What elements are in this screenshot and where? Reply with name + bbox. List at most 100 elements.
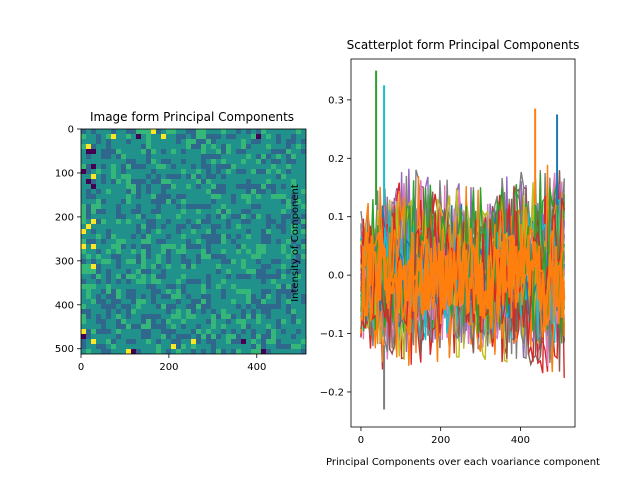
heatmap-cell xyxy=(256,129,261,134)
heatmap-cell xyxy=(191,349,196,354)
heatmap-cell xyxy=(271,194,276,199)
heatmap-cell xyxy=(276,344,281,349)
heatmap-cell xyxy=(251,294,256,299)
heatmap-cell xyxy=(181,324,186,329)
heatmap-cell xyxy=(111,234,116,239)
heatmap-cell xyxy=(191,304,196,309)
heatmap-cell xyxy=(161,319,166,324)
heatmap-cell xyxy=(246,189,251,194)
heatmap-cell xyxy=(291,249,296,254)
heatmap-cell xyxy=(256,169,261,174)
heatmap-cell xyxy=(276,169,281,174)
heatmap-cell xyxy=(136,189,141,194)
heatmap-cell xyxy=(151,294,156,299)
heatmap-cell xyxy=(266,234,271,239)
heatmap-cell xyxy=(176,139,181,144)
heatmap-cell xyxy=(141,254,146,259)
heatmap-cell xyxy=(236,339,241,344)
heatmap-cell xyxy=(236,349,241,354)
heatmap-cell xyxy=(116,274,121,279)
heatmap-cell xyxy=(131,349,136,354)
heatmap-cell xyxy=(206,234,211,239)
heatmap-cell xyxy=(131,184,136,189)
heatmap-cell xyxy=(161,239,166,244)
heatmap-cell xyxy=(206,329,211,334)
heatmap-cell xyxy=(226,234,231,239)
heatmap-cell xyxy=(116,324,121,329)
heatmap-cell xyxy=(106,329,111,334)
heatmap-cell xyxy=(141,329,146,334)
heatmap-cell xyxy=(261,309,266,314)
heatmap-cell xyxy=(121,154,126,159)
heatmap-cell xyxy=(206,299,211,304)
heatmap-cell xyxy=(166,234,171,239)
heatmap-cell xyxy=(181,234,186,239)
heatmap-cell xyxy=(301,239,306,244)
heatmap-cell xyxy=(246,144,251,149)
heatmap-y-axis: 0 100 200 300 400 500 xyxy=(55,125,81,355)
heatmap-cell xyxy=(181,254,186,259)
heatmap-cell xyxy=(301,229,306,234)
heatmap-cell xyxy=(106,314,111,319)
heatmap-cell xyxy=(201,159,206,164)
heatmap-cell xyxy=(216,134,221,139)
heatmap-cell xyxy=(221,174,226,179)
heatmap-cell xyxy=(261,129,266,134)
heatmap-y-tick-label: 0 xyxy=(68,125,74,136)
heatmap-cell xyxy=(221,144,226,149)
heatmap-cell xyxy=(206,154,211,159)
heatmap-cell xyxy=(191,264,196,269)
heatmap-cell xyxy=(211,189,216,194)
heatmap-cell xyxy=(191,329,196,334)
heatmap-cell xyxy=(196,329,201,334)
heatmap-cell xyxy=(261,184,266,189)
heatmap-cell xyxy=(281,184,286,189)
heatmap-cell xyxy=(241,314,246,319)
heatmap-cell xyxy=(206,334,211,339)
heatmap-cell xyxy=(231,134,236,139)
heatmap-cell xyxy=(101,239,106,244)
heatmap-cell xyxy=(116,299,121,304)
heatmap-cell xyxy=(96,274,101,279)
heatmap-cell xyxy=(286,299,291,304)
line-x-axis: 0 200 400 xyxy=(358,427,530,446)
heatmap-cell xyxy=(281,214,286,219)
heatmap-cell xyxy=(141,239,146,244)
heatmap-cell xyxy=(206,189,211,194)
heatmap-cell xyxy=(226,259,231,264)
heatmap-cell xyxy=(181,264,186,269)
heatmap-cell xyxy=(221,164,226,169)
heatmap-cell xyxy=(196,259,201,264)
heatmap-cell xyxy=(176,229,181,234)
heatmap-cell xyxy=(96,169,101,174)
heatmap-cell xyxy=(136,204,141,209)
heatmap-cell xyxy=(126,219,131,224)
heatmap-cell xyxy=(116,239,121,244)
heatmap-cell xyxy=(106,234,111,239)
heatmap-cell xyxy=(81,314,86,319)
heatmap-cell xyxy=(256,299,261,304)
heatmap-cell xyxy=(116,219,121,224)
heatmap-cell xyxy=(256,254,261,259)
heatmap-cell xyxy=(126,184,131,189)
heatmap-cell xyxy=(91,204,96,209)
heatmap-cell xyxy=(201,204,206,209)
heatmap-cell xyxy=(211,139,216,144)
heatmap-cell xyxy=(276,239,281,244)
heatmap-cell xyxy=(231,194,236,199)
heatmap-cell xyxy=(231,349,236,354)
heatmap-cell xyxy=(141,324,146,329)
heatmap-cell xyxy=(241,259,246,264)
heatmap-cell xyxy=(176,289,181,294)
heatmap-cell xyxy=(146,244,151,249)
heatmap-cell xyxy=(81,229,86,234)
heatmap-cell xyxy=(101,164,106,169)
heatmap-cell xyxy=(286,199,291,204)
heatmap-cell xyxy=(166,259,171,264)
heatmap-cell xyxy=(191,174,196,179)
heatmap-cell xyxy=(156,324,161,329)
heatmap-cell xyxy=(106,274,111,279)
heatmap-cell xyxy=(221,329,226,334)
heatmap-cell xyxy=(146,284,151,289)
heatmap-cell xyxy=(101,174,106,179)
